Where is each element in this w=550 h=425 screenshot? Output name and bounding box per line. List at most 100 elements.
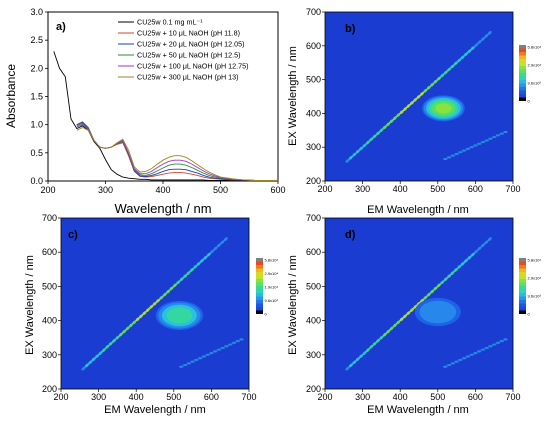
scatter-spot-d <box>443 277 448 282</box>
scatter-spot-b <box>355 149 360 154</box>
scatter-spot-d <box>453 267 458 272</box>
scatter-spot-c <box>199 258 205 263</box>
y-tick-label-d: 200 <box>306 384 321 394</box>
second-order-spot-d <box>446 363 452 367</box>
panel-label-a: a) <box>56 21 66 33</box>
colorbar-swatch-c <box>256 307 263 311</box>
scatter-spot-b <box>474 43 479 48</box>
scatter-spot-d <box>375 338 381 343</box>
second-order-spot-c <box>194 358 199 362</box>
scatter-spot-b <box>402 106 408 112</box>
colorbar-swatch-d <box>519 272 526 276</box>
scatter-spot-b <box>470 46 475 51</box>
y-tick-label-b: 400 <box>306 108 321 118</box>
scatter-spot-c <box>149 304 154 309</box>
scatter-spot-b <box>416 94 421 99</box>
scatter-spot-b <box>450 64 455 69</box>
x-tick-label-a: 300 <box>98 185 113 195</box>
second-order-spot-d <box>461 357 467 360</box>
scatter-spot-d <box>348 363 354 368</box>
panel-b-eem-heatmap: b) EM Wavelength / nm EX Wavelength / nm… <box>287 7 542 216</box>
colorbar-swatch-b <box>519 76 526 80</box>
scatter-spot-d <box>457 264 462 269</box>
scatter-spot-c <box>108 341 113 346</box>
x-tick-label-c: 500 <box>166 392 181 402</box>
scatter-spot-b <box>463 52 469 57</box>
colorbar-label-c: 1.9x10⁴ <box>265 285 279 290</box>
scatter-spot-d <box>355 357 360 362</box>
second-order-spot-c <box>220 346 225 350</box>
panel-label-d: d) <box>345 229 356 241</box>
colorbar-swatch-d <box>519 310 526 314</box>
second-order-spot-d <box>503 338 508 341</box>
second-order-spot-c <box>205 353 210 356</box>
legend-a: CU25w 0.1 mg mL⁻¹ CU25w + 10 μL NaOH (pH … <box>118 18 249 82</box>
scatter-spot-c <box>88 360 93 365</box>
scatter-spot-d <box>423 295 428 300</box>
scatter-spot-c <box>189 267 194 272</box>
colorbar-swatch-c <box>256 282 263 286</box>
scatter-spot-c <box>220 240 225 245</box>
second-order-spot-c <box>235 340 240 343</box>
x-tick-label-c: 600 <box>204 392 219 402</box>
scatter-spot-d <box>477 246 482 251</box>
x-axis-label-b: EM Wavelength / nm <box>367 204 469 216</box>
scatter-spot-d <box>433 286 438 291</box>
scatter-spot-d <box>436 283 442 288</box>
second-order-spot-c <box>228 343 233 346</box>
scatter-spot-c <box>128 323 134 328</box>
scatter-spot-d <box>386 329 391 334</box>
legend-label-a-1: CU25w + 10 μL NaOH (pH 11.8) <box>137 29 240 38</box>
scatter-spot-d <box>480 243 486 248</box>
x-tick-label-c: 300 <box>91 392 106 402</box>
second-order-spot-d <box>469 353 474 356</box>
colorbar-label-b: 0 <box>528 99 531 104</box>
series-lines-a <box>53 51 278 181</box>
second-order-spot-c <box>239 338 244 341</box>
colorbar-label-d: 9.6x10³ <box>528 294 542 299</box>
scatter-spot-d <box>484 240 489 245</box>
second-order-spot-d <box>450 362 456 365</box>
peak-contour-d-1 <box>419 300 457 324</box>
second-order-spot-d <box>443 365 448 368</box>
scatter-spot-c <box>186 271 191 276</box>
scatter-spot-d <box>430 289 435 294</box>
second-order-spot-d <box>492 343 497 346</box>
scatter-spot-d <box>379 335 384 340</box>
colorbar-swatch-b <box>519 66 526 70</box>
scatter-spot-c <box>179 277 184 282</box>
scatter-spot-d <box>402 314 408 319</box>
second-order-spot-b <box>450 154 456 157</box>
second-order-spot-c <box>212 350 218 353</box>
second-order-spot-b <box>454 152 459 156</box>
y-tick-label-a: 1.0 <box>30 120 43 130</box>
scatter-spot-b <box>365 140 370 145</box>
colorbar-swatch-b <box>519 69 526 73</box>
second-order-spot-d <box>480 348 486 351</box>
scatter-spot-c <box>94 354 100 359</box>
scatter-spot-c <box>206 252 211 257</box>
scatter-spot-c <box>172 283 178 288</box>
colorbar-swatch-b <box>519 87 526 91</box>
scatter-spot-d <box>416 301 421 306</box>
scatter-spot-b <box>430 82 435 87</box>
colorbar-swatch-c <box>256 286 263 290</box>
scatter-spot-c <box>101 348 107 353</box>
scatter-spot-b <box>358 146 364 151</box>
scatter-spot-c <box>142 311 147 316</box>
scatter-spot-c <box>166 289 171 294</box>
second-order-spot-d <box>454 360 459 363</box>
scatter-spot-d <box>382 332 387 337</box>
second-order-spot-c <box>224 345 229 348</box>
second-order-spot-c <box>197 357 203 360</box>
x-axis-label-d: EM Wavelength / nm <box>367 404 469 416</box>
colorbar-swatch-c <box>256 275 263 279</box>
scatter-spot-d <box>470 252 475 257</box>
scatter-spot-b <box>460 55 465 60</box>
colorbar-swatch-c <box>256 293 263 297</box>
scatter-spot-b <box>348 155 354 160</box>
scatter-spot-c <box>118 332 123 337</box>
second-order-spot-b <box>480 141 486 144</box>
scatter-spot-c <box>159 295 164 300</box>
y-tick-label-d: 500 <box>306 281 321 291</box>
